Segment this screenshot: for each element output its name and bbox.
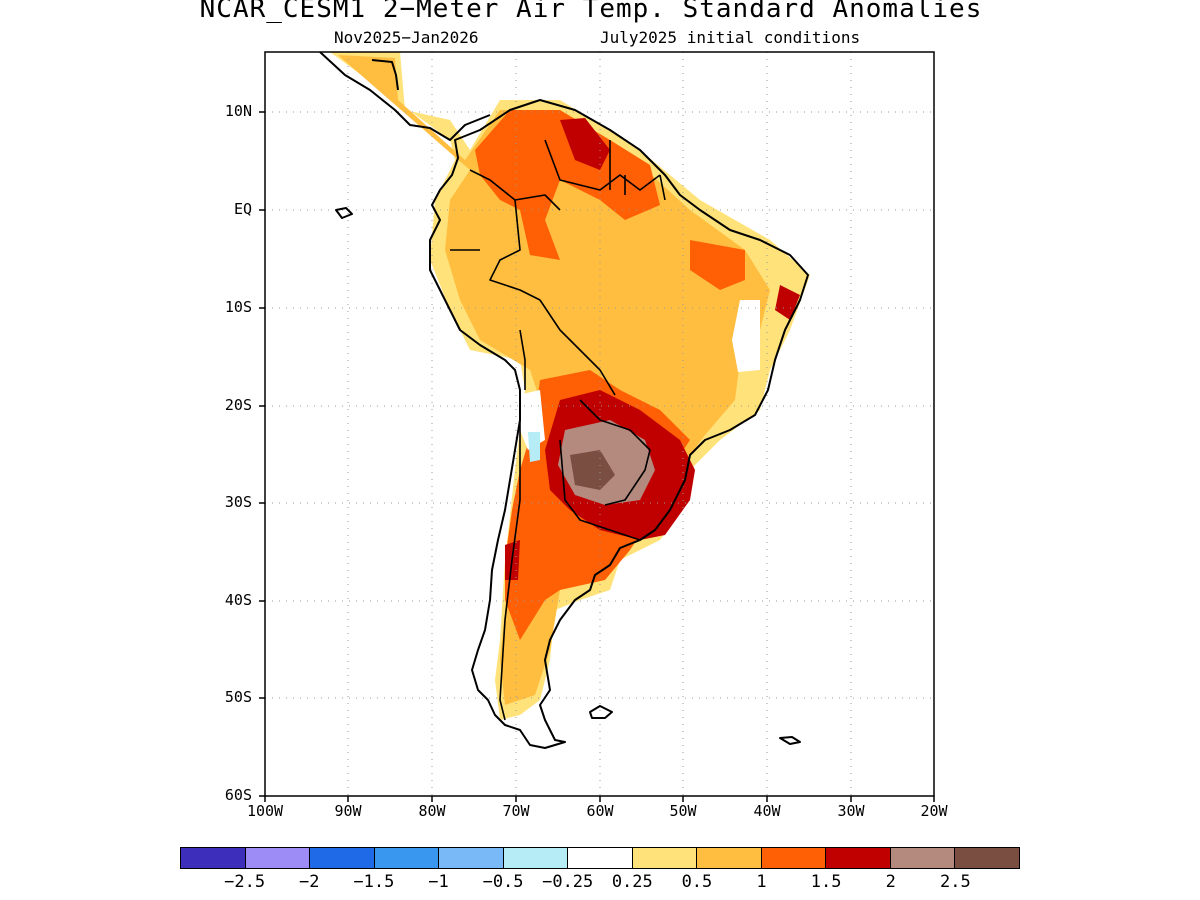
lat-label-30s: 30S [224, 493, 252, 511]
anomaly-fields [330, 52, 810, 720]
color-scale-label: −2 [298, 872, 320, 892]
lat-label-10s: 10S [224, 298, 252, 316]
anomaly-area-1-5-east [690, 240, 745, 290]
color-scale-swatch [439, 848, 504, 868]
anomaly-area-max [570, 450, 615, 490]
color-scale-label: −0.5 [482, 872, 524, 892]
color-scale-label: −1 [428, 872, 449, 892]
coastline-south-america [429, 99, 809, 749]
grid-lines [265, 52, 934, 796]
color-scale-swatch [826, 848, 891, 868]
anomaly-area-2-east [775, 285, 800, 320]
color-scale-bar [180, 847, 1020, 869]
lat-label-eq: EQ [233, 200, 252, 218]
lon-label-30w: 30W [837, 802, 865, 820]
anomaly-area-neutral-ne [732, 300, 760, 372]
lon-label-100w: 100W [246, 802, 284, 820]
color-scale-swatch [890, 848, 956, 868]
country-borders [450, 139, 666, 721]
lat-label-60s: 60S [224, 786, 252, 804]
anomaly-area-negative [528, 432, 540, 462]
color-scale-label: 1 [756, 872, 767, 892]
initial-conditions: July2025 initial conditions [600, 28, 861, 47]
map-subtitle: Nov2025−Jan2026 July2025 initial conditi… [300, 28, 900, 48]
lon-label-70w: 70W [502, 802, 530, 820]
anomaly-area-1-5-north [475, 110, 660, 260]
lat-label-20s: 20S [224, 396, 252, 414]
color-scale-swatch [761, 848, 827, 868]
lon-label-40w: 40W [753, 802, 781, 820]
color-scale-swatch [181, 848, 246, 868]
color-scale-swatch [245, 848, 311, 868]
lat-label-10n: 10N [224, 102, 252, 120]
color-scale-swatch [503, 848, 569, 868]
falkland-islands [589, 705, 613, 719]
forecast-period: Nov2025−Jan2026 [334, 28, 479, 47]
coastline-central-america [319, 52, 491, 141]
color-scale-swatch [697, 848, 762, 868]
map-title: NCAR_CESM1 2−Meter Air Temp. Standard An… [199, 0, 983, 24]
axis-ticks [259, 111, 935, 802]
lon-label-60w: 60W [586, 802, 614, 820]
color-scale-label: 2 [885, 872, 896, 892]
lon-label-50w: 50W [669, 802, 697, 820]
color-scale-label: −0.25 [542, 872, 594, 892]
color-scale-label: 1.5 [810, 872, 842, 892]
lon-label-90w: 90W [334, 802, 362, 820]
color-scale-swatch [955, 848, 1019, 868]
color-scale-label: −2.5 [224, 872, 266, 892]
color-scale-label: 2.5 [940, 872, 971, 892]
color-scale-label: −1.5 [353, 872, 395, 892]
color-scale-swatch [568, 848, 633, 868]
anomaly-area-2-north [560, 118, 610, 170]
color-scale-label: 0.5 [681, 872, 713, 892]
color-scale-swatch [632, 848, 698, 868]
color-scale-swatch [310, 848, 375, 868]
galapagos [335, 207, 353, 219]
lat-label-40s: 40S [224, 591, 252, 609]
south-georgia [779, 736, 801, 745]
lon-label-80w: 80W [418, 802, 446, 820]
lat-label-50s: 50S [224, 688, 252, 706]
color-scale-swatch [374, 848, 440, 868]
color-scale-label: 0.25 [611, 872, 653, 892]
lon-label-20w: 20W [920, 802, 948, 820]
